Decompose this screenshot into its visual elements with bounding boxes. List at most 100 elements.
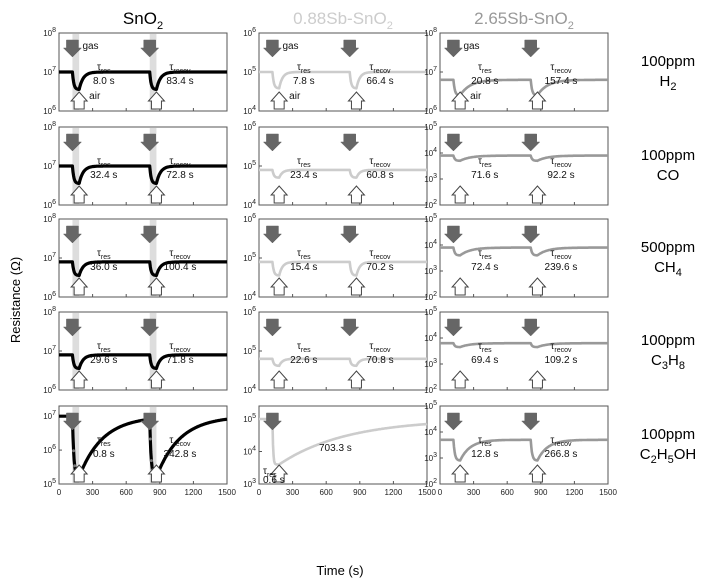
tau-res-label: τres (297, 341, 311, 354)
y-tick-exponent: 4 (433, 332, 437, 339)
y-axis-title: Resistance (Ω) (8, 257, 23, 343)
y-tick-base: 10 (243, 162, 252, 171)
y-tick-label: 105 (243, 252, 256, 263)
tau-recov-subscript: recov (554, 254, 572, 261)
tau-res-subscript: res (101, 162, 111, 169)
column-title-main: 2.65Sb-SnO (474, 9, 568, 28)
y-tick-base: 10 (43, 412, 52, 421)
air-in-arrow (147, 370, 166, 389)
tau-res-value: 32.4 s (90, 170, 117, 181)
y-tick-base: 10 (424, 402, 433, 411)
y-tick-exponent: 6 (52, 105, 56, 112)
gas-formula-label: CH4 (654, 259, 682, 279)
gas-in-arrow (521, 133, 541, 152)
y-tick-exponent: 7 (433, 66, 437, 73)
y-tick-base: 10 (243, 68, 252, 77)
tau-res-subscript: res (482, 68, 492, 75)
y-tick-exponent: 6 (52, 444, 56, 451)
y-tick-label: 105 (424, 400, 437, 411)
gas-exposure-window (149, 220, 157, 296)
gas-concentration-label: 500ppm (641, 239, 695, 256)
formula-subscript: 2 (670, 81, 676, 93)
y-tick-base: 10 (43, 29, 52, 38)
response-curve (439, 438, 609, 462)
air-in-arrow (347, 185, 366, 204)
response-curve (439, 246, 609, 257)
gas-in-arrow (62, 412, 83, 431)
gas-in-arrow (140, 39, 160, 58)
tau-symbol: τ (369, 156, 373, 167)
y-tick-label: 107 (43, 345, 56, 356)
tau-symbol: τ (369, 62, 373, 73)
y-tick-exponent: 8 (52, 121, 56, 128)
tau-symbol: τ (297, 248, 301, 259)
tau-res-subscript: res (482, 254, 492, 261)
y-tick-label: 102 (424, 384, 437, 395)
tau-symbol: τ (369, 341, 373, 352)
tau-symbol: τ (97, 156, 101, 167)
tau-res-value: 15.4 s (290, 262, 317, 273)
tau-recov-value: 72.8 s (166, 170, 193, 181)
tau-res-value: 23.4 s (290, 170, 317, 181)
tau-res-label: τres (97, 62, 111, 75)
y-tick-exponent: 2 (433, 478, 437, 485)
response-curve (58, 70, 228, 91)
gas-annotation: gas (82, 41, 98, 52)
tau-symbol: τ (550, 156, 554, 167)
tau-recov-label: τrecov (169, 435, 191, 448)
air-in-arrow (270, 370, 289, 389)
gas-in-arrow (443, 412, 464, 431)
y-tick-label: 106 (43, 291, 56, 302)
formula-subscript: 5 (668, 454, 674, 466)
y-tick-exponent: 7 (52, 66, 56, 73)
y-tick-label: 106 (43, 105, 56, 116)
air-in-arrow (451, 277, 470, 296)
y-tick-label: 103 (424, 358, 437, 369)
tau-symbol: τ (478, 248, 482, 259)
air-in-arrow (528, 185, 547, 204)
response-curve (58, 164, 228, 185)
x-tick-label: 1200 (185, 488, 203, 497)
air-in-arrow (70, 464, 89, 483)
y-tick-label: 106 (243, 213, 256, 224)
tau-recov-value: 239.6 s (545, 262, 578, 273)
tau-res-value: 0.6 s (263, 475, 285, 486)
air-in-arrow (270, 277, 289, 296)
y-tick-label: 108 (43, 27, 56, 38)
y-tick-label: 106 (243, 27, 256, 38)
y-tick-exponent: 7 (52, 345, 56, 352)
y-tick-exponent: 7 (52, 252, 56, 259)
x-tick-label: 600 (120, 488, 134, 497)
panel-frame (439, 126, 609, 206)
formula-text: CO (657, 167, 680, 184)
y-tick-label: 104 (424, 426, 437, 437)
y-tick-exponent: 4 (433, 147, 437, 154)
tau-recov-value: 70.8 s (366, 355, 393, 366)
y-tick-exponent: 6 (252, 27, 256, 34)
formula-subscript: 2 (651, 454, 657, 466)
tau-res-subscript: res (301, 254, 311, 261)
air-in-arrow (70, 277, 89, 296)
y-tick-label: 107 (43, 252, 56, 263)
gas-in-arrow (140, 225, 160, 244)
formula-subscript: 4 (676, 267, 682, 279)
response-curve (258, 357, 428, 368)
tau-res-subscript: res (267, 472, 277, 479)
x-tick-label: 0 (438, 488, 443, 497)
tau-recov-subscript: recov (373, 254, 391, 261)
y-tick-exponent: 8 (433, 27, 437, 34)
gas-in-arrow (140, 412, 160, 431)
panel-frame (58, 311, 228, 391)
y-tick-base: 10 (243, 347, 252, 356)
y-tick-exponent: 6 (252, 213, 256, 220)
panel-frame (258, 311, 428, 391)
y-tick-label: 103 (243, 478, 256, 489)
gas-in-arrow (62, 225, 83, 244)
column-title-main: 0.88Sb-SnO (293, 9, 387, 28)
y-tick-base: 10 (424, 428, 433, 437)
y-tick-label: 108 (43, 213, 56, 224)
air-in-arrow (451, 464, 470, 483)
y-tick-base: 10 (243, 123, 252, 132)
gas-in-arrow (443, 39, 464, 58)
tau-symbol: τ (263, 466, 267, 477)
